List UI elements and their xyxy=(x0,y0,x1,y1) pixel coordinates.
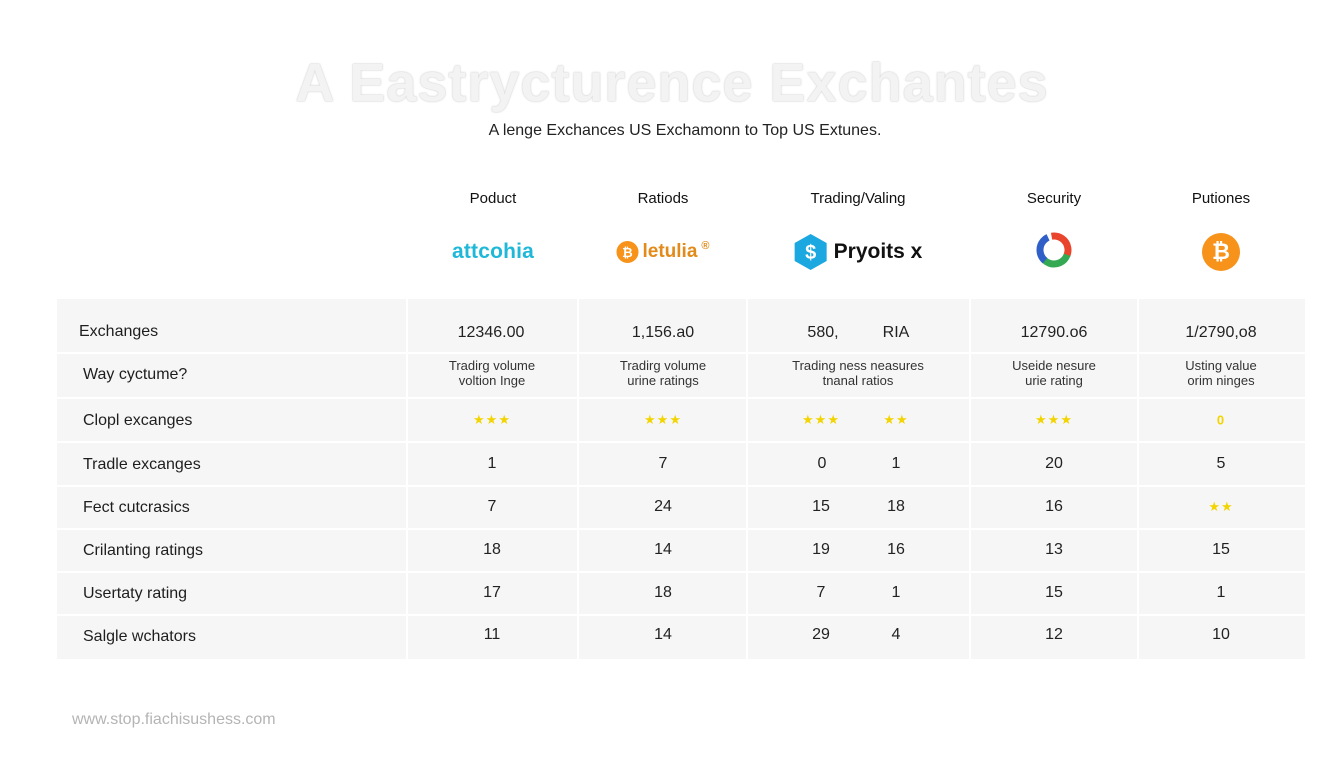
table-cell: 7 xyxy=(816,584,826,601)
table-cell: Tradirg volume voltion Inge xyxy=(448,358,536,388)
logo-attcohia: attcohia xyxy=(452,230,534,274)
table-cell: 7 xyxy=(487,498,497,515)
table-cell: RIA xyxy=(882,324,910,341)
dollar-hexagon-icon: $ xyxy=(794,233,828,271)
table-cell: 1 xyxy=(891,455,901,472)
table-cell: 7 xyxy=(658,455,668,472)
column-headers: Poduct Ratiods Trading/Valing Security P… xyxy=(0,190,1344,210)
table-cell: 16 xyxy=(1045,498,1063,515)
comparison-table xyxy=(57,299,1305,659)
table-cell: 18 xyxy=(483,541,501,558)
table-cell: 19 xyxy=(812,541,830,558)
row-label-fect-cutcrasics: Fect cutcrasics xyxy=(83,499,190,516)
logo-pryoits: $ Pryoits x xyxy=(794,230,923,274)
row-divider xyxy=(57,441,1305,443)
table-cell: 14 xyxy=(654,626,672,643)
bitcoin-icon: ₿ xyxy=(616,241,639,263)
table-cell: 10 xyxy=(1212,626,1230,643)
table-cell: 17 xyxy=(483,584,501,601)
table-cell: 20 xyxy=(1045,455,1063,472)
logo-letulia: ₿ letulia ® xyxy=(616,230,710,274)
star-rating: ★★ xyxy=(1208,499,1234,514)
bitcoin-icon: ₿ xyxy=(1202,233,1240,271)
column-divider xyxy=(746,299,748,659)
star-rating: ★★★ xyxy=(802,412,840,427)
table-cell: 29 xyxy=(812,626,830,643)
registered-mark: ® xyxy=(701,240,710,252)
svg-text:$: $ xyxy=(805,242,816,264)
star-rating: ★★★ xyxy=(473,412,511,427)
table-cell: 1 xyxy=(487,455,497,472)
table-cell: 5 xyxy=(1216,455,1226,472)
star-rating: ★★ xyxy=(883,412,909,427)
table-cell: 13 xyxy=(1045,541,1063,558)
row-divider xyxy=(57,485,1305,487)
table-cell: 24 xyxy=(654,498,672,515)
row-label-exchanges: Exchanges xyxy=(79,323,159,340)
table-cell: 12346.00 xyxy=(457,324,525,341)
column-header-trading: Trading/Valing xyxy=(810,190,906,207)
table-cell: 15 xyxy=(1045,584,1063,601)
table-cell: Trading ness neasures tnanal ratios xyxy=(792,358,924,388)
column-divider xyxy=(577,299,579,659)
star-rating: 0 xyxy=(1216,412,1226,428)
column-header-ratios: Ratiods xyxy=(637,190,689,207)
row-divider xyxy=(57,397,1305,399)
table-cell: 0 xyxy=(817,455,827,472)
logo-bitcoin: ₿ xyxy=(1202,230,1240,274)
logo-letulia-text: letulia xyxy=(642,241,698,262)
footer-url[interactable]: www.stop.fiachisushess.com xyxy=(72,711,276,728)
logo-security-swirl xyxy=(1034,230,1074,274)
column-divider xyxy=(969,299,971,659)
table-cell: 18 xyxy=(887,498,905,515)
column-divider xyxy=(406,299,408,659)
column-header-security: Security xyxy=(1026,190,1082,207)
column-header-putiones: Putiones xyxy=(1191,190,1251,207)
row-divider xyxy=(57,528,1305,530)
row-divider xyxy=(57,352,1305,354)
table-cell: 580, xyxy=(807,324,839,341)
column-header-product: Poduct xyxy=(469,190,517,207)
table-cell: 12 xyxy=(1045,626,1063,643)
table-cell: 15 xyxy=(1212,541,1230,558)
row-label-tradle-excanges: Tradle excanges xyxy=(83,456,201,473)
table-cell: 15 xyxy=(812,498,830,515)
table-cell: 12790.o6 xyxy=(1020,324,1088,341)
logo-attcohia-text: attcohia xyxy=(451,240,535,263)
swirl-logo-icon xyxy=(1034,230,1074,275)
table-cell: 1 xyxy=(1216,584,1226,601)
row-label-clopl-excanges: Clopl excanges xyxy=(83,412,193,429)
table-cell: 4 xyxy=(891,626,901,643)
table-cell: 1,156.a0 xyxy=(631,324,695,341)
table-cell: Tradirg volume urine ratings xyxy=(619,358,707,388)
table-cell: 11 xyxy=(483,626,501,643)
logo-pryoits-text: Pryoits x xyxy=(833,240,923,263)
exchange-logos: attcohia ₿ letulia ® $ Pryoits x ₿ xyxy=(0,230,1344,274)
row-label-usertaty-rating: Usertaty rating xyxy=(83,585,188,602)
row-label-way-cyctume: Way cyctume? xyxy=(83,366,188,383)
row-divider xyxy=(57,571,1305,573)
star-rating: ★★★ xyxy=(1035,412,1073,427)
table-cell: 16 xyxy=(887,541,905,558)
row-label-salgle-wchators: Salgle wchators xyxy=(83,628,196,645)
table-cell: 18 xyxy=(654,584,672,601)
page-title: A Eastrycturence Exchantes xyxy=(295,53,1049,113)
page-subtitle: A lenge Exchances US Exchamonn to Top US… xyxy=(488,122,882,139)
star-rating: ★★★ xyxy=(644,412,682,427)
table-cell: 1 xyxy=(891,584,901,601)
table-cell: Useide nesure urie rating xyxy=(1012,358,1096,388)
table-cell: 1/2790,o8 xyxy=(1185,324,1257,341)
column-divider xyxy=(1137,299,1139,659)
table-cell: Usting value orim ninges xyxy=(1185,358,1257,388)
row-divider xyxy=(57,614,1305,616)
table-cell: 14 xyxy=(654,541,672,558)
row-label-crilanting-ratings: Crilanting ratings xyxy=(83,542,204,559)
